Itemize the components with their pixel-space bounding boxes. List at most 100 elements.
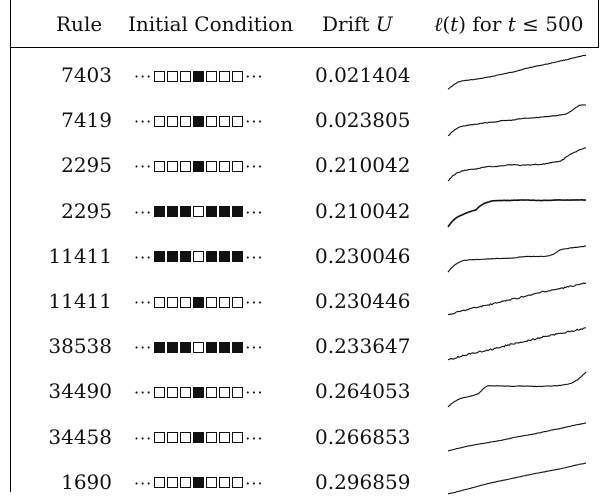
header-rule: Rule (56, 12, 103, 36)
ell-trace-line (447, 147, 587, 182)
filled-cell (193, 477, 205, 489)
empty-cell (232, 432, 244, 444)
ellipsis-right: ··· (245, 157, 264, 177)
ellipsis-right: ··· (245, 67, 264, 86)
drift-value: 0.023805 (315, 108, 411, 133)
filled-cell (232, 206, 244, 218)
empty-cell (232, 296, 244, 308)
rule-number: 2295 (61, 153, 112, 178)
ellipsis-left: ··· (134, 473, 153, 493)
empty-cell (232, 386, 244, 398)
table-row: 11411 ··· ··· 0.230446 (10, 279, 599, 323)
table-header-row: Rule Initial Condition Drift U ℓ(t) for … (10, 0, 599, 47)
table-row: 2295 ··· ··· 0.210042 (10, 189, 599, 233)
filled-cell (193, 160, 205, 172)
empty-cell (219, 70, 231, 82)
ell-trace-sparkline (447, 282, 587, 316)
header-ell-arg: (t) (442, 12, 467, 36)
ell-trace-line (447, 371, 587, 408)
drift-value: 0.296859 (315, 469, 411, 494)
ell-trace-sparkline (447, 327, 587, 361)
ell-trace-line (447, 462, 587, 495)
empty-cell (167, 432, 179, 444)
header-divider (10, 47, 599, 48)
ell-trace-line (447, 421, 587, 452)
rule-number: 34458 (48, 424, 112, 449)
empty-cell (232, 115, 244, 127)
ell-trace-sparkline (447, 245, 587, 273)
table-header-right-border (598, 0, 599, 48)
empty-cell (206, 160, 218, 172)
empty-cell (193, 206, 205, 218)
empty-cell (180, 70, 192, 82)
filled-cell (206, 341, 218, 353)
empty-cell (219, 432, 231, 444)
ell-trace-sparkline (447, 147, 587, 182)
empty-cell (206, 70, 218, 82)
ellipsis-left: ··· (134, 428, 153, 448)
filled-cell (206, 251, 218, 263)
ellipsis-right: ··· (245, 112, 264, 132)
empty-cell (180, 115, 192, 127)
ell-trace-sparkline (447, 371, 587, 408)
empty-cell (154, 477, 166, 489)
rule-number: 7419 (61, 108, 112, 133)
filled-cell (193, 432, 205, 444)
empty-cell (167, 115, 179, 127)
table-row: 7403 ··· ··· 0.021404 (10, 53, 599, 97)
ellipsis-left: ··· (134, 383, 153, 403)
filled-cell (193, 115, 205, 127)
table-left-border (10, 0, 11, 492)
header-drift-prefix: Drift (322, 12, 376, 36)
empty-cell (193, 341, 205, 353)
header-initial-condition: Initial Condition (128, 12, 294, 36)
ell-trace-sparkline (447, 198, 587, 228)
empty-cell (206, 115, 218, 127)
empty-cell (193, 251, 205, 263)
header-ell-symbol: ℓ (434, 12, 443, 36)
filled-cell (154, 206, 166, 218)
header-drift: Drift U (322, 12, 393, 36)
empty-cell (154, 160, 166, 172)
rule-number: 11411 (48, 243, 112, 268)
empty-cell (167, 477, 179, 489)
drift-value: 0.230446 (315, 289, 411, 313)
rule-number: 7403 (61, 63, 112, 87)
empty-cell (206, 386, 218, 398)
rule-number: 1690 (61, 469, 112, 494)
filled-cell (180, 341, 192, 353)
rule-number: 2295 (61, 198, 112, 223)
initial-condition: ··· ··· (134, 340, 264, 356)
table-row: 7419 ··· ··· 0.023805 (10, 98, 599, 142)
filled-cell (180, 251, 192, 263)
ell-trace-line (447, 245, 587, 273)
ell-trace-sparkline (447, 421, 587, 452)
filled-cell (167, 251, 179, 263)
empty-cell (232, 160, 244, 172)
empty-cell (167, 160, 179, 172)
header-ell-t: t (507, 12, 516, 36)
header-ell-for: for (466, 12, 508, 36)
ell-trace-sparkline (447, 104, 587, 137)
drift-value: 0.210042 (315, 153, 411, 178)
ellipsis-left: ··· (134, 157, 153, 177)
initial-condition: ··· ··· (134, 428, 264, 448)
empty-cell (180, 160, 192, 172)
filled-cell (180, 206, 192, 218)
rule-number: 34490 (48, 379, 112, 404)
ellipsis-left: ··· (134, 293, 153, 312)
empty-cell (180, 386, 192, 398)
table-row: 1690 ··· ··· 0.296859 (10, 460, 599, 504)
filled-cell (154, 341, 166, 353)
filled-cell (193, 296, 205, 308)
filled-cell (219, 206, 231, 218)
initial-condition: ··· ··· (134, 67, 264, 86)
ell-trace-sparkline (447, 462, 587, 495)
header-ell: ℓ(t) for t ≤ 500 (434, 12, 583, 37)
filled-cell (232, 341, 244, 353)
table-row: 34490 ··· ··· 0.264053 (10, 369, 599, 413)
empty-cell (180, 296, 192, 308)
ellipsis-left: ··· (134, 112, 153, 132)
table-row: 11411 ··· ··· 0.230046 (10, 234, 599, 278)
rule-number: 11411 (48, 289, 112, 313)
